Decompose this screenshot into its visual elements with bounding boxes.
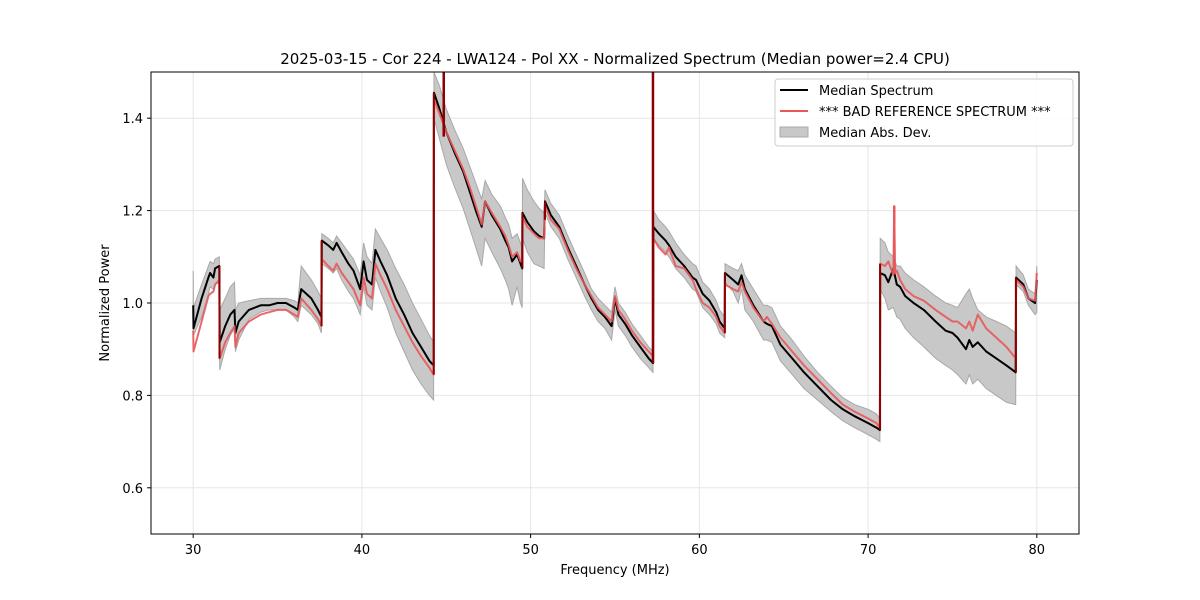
legend-mad-swatch <box>779 126 809 138</box>
y-tick-label: 1.0 <box>122 297 143 312</box>
plot-area <box>192 72 1038 443</box>
y-tick-label: 1.4 <box>122 112 143 127</box>
legend-mad-label: Median Abs. Dev. <box>819 126 931 141</box>
legend-reference-label: *** BAD REFERENCE SPECTRUM *** <box>819 105 1051 120</box>
legend: Median Spectrum *** BAD REFERENCE SPECTR… <box>774 78 1074 147</box>
x-tick-label: 30 <box>185 543 202 558</box>
x-axis-label: Frequency (MHz) <box>560 563 669 578</box>
x-tick-label: 40 <box>354 543 371 558</box>
y-tick-label: 1.2 <box>122 205 143 220</box>
x-tick-label: 50 <box>522 543 539 558</box>
x-axis: 30 40 50 60 70 80 <box>185 534 1045 558</box>
mad-band <box>192 72 1038 443</box>
y-tick-label: 0.8 <box>122 389 143 404</box>
y-tick-label: 0.6 <box>122 482 143 497</box>
x-tick-label: 80 <box>1029 543 1046 558</box>
y-axis-label: Normalized Power <box>98 244 113 362</box>
y-axis: 0.6 0.8 1.0 1.2 1.4 <box>122 112 151 497</box>
x-tick-label: 70 <box>860 543 877 558</box>
chart-title: 2025-03-15 - Cor 224 - LWA124 - Pol XX -… <box>280 50 950 68</box>
x-tick-label: 60 <box>691 543 708 558</box>
legend-box <box>774 78 1074 147</box>
legend-median-label: Median Spectrum <box>819 84 933 99</box>
